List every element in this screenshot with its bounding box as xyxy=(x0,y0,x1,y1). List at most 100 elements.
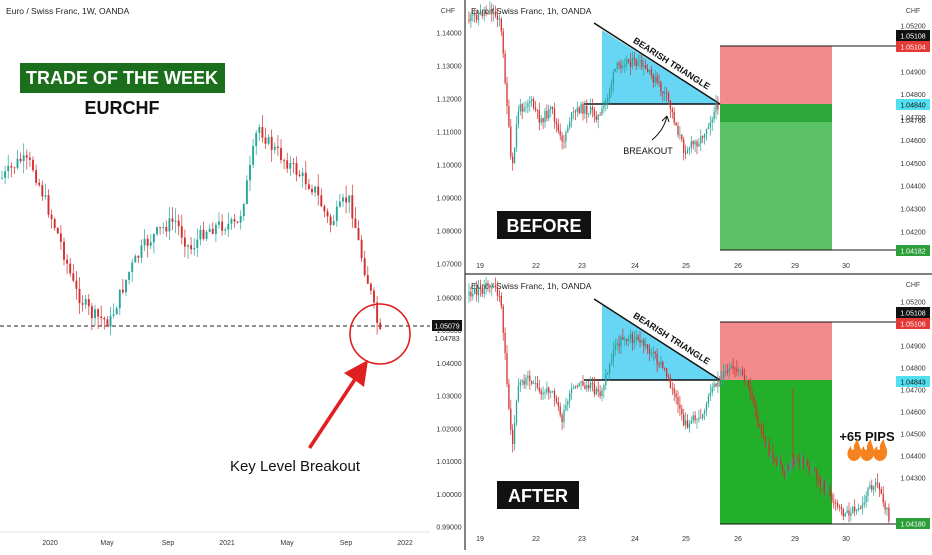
candle xyxy=(711,382,713,397)
candle xyxy=(487,280,489,292)
price-tick-label: 1.04400 xyxy=(900,454,925,461)
candle xyxy=(791,455,793,473)
candle xyxy=(559,402,561,418)
candle xyxy=(873,485,875,496)
candle xyxy=(679,395,681,416)
candle xyxy=(103,316,106,330)
candle xyxy=(538,379,540,394)
candle xyxy=(690,416,692,425)
candle xyxy=(686,146,689,155)
candle xyxy=(669,100,672,118)
candle xyxy=(563,135,565,149)
candle xyxy=(519,98,521,116)
candle xyxy=(555,395,558,405)
candle xyxy=(500,292,502,310)
candle xyxy=(757,410,759,427)
candle xyxy=(857,503,860,512)
candle xyxy=(140,239,143,263)
candle xyxy=(650,348,653,358)
candle xyxy=(87,294,90,315)
price-tick-label: 1.04200 xyxy=(900,230,925,237)
candle xyxy=(506,345,508,388)
candle xyxy=(360,235,363,262)
candle xyxy=(513,415,516,451)
candle xyxy=(255,130,258,156)
candle xyxy=(90,302,93,331)
candle xyxy=(354,206,357,229)
candle xyxy=(599,111,601,116)
candle xyxy=(19,152,22,164)
time-tick-label: 19 xyxy=(476,263,484,270)
price-tick-label: 1.04900 xyxy=(900,69,925,76)
before-stop-price-tag xyxy=(896,41,930,52)
candle xyxy=(690,136,692,154)
candle xyxy=(711,116,713,131)
price-tick-label: 1.08000 xyxy=(436,229,461,236)
candle xyxy=(323,204,326,218)
candle xyxy=(489,1,491,15)
candle xyxy=(227,212,230,237)
price-tick-label: 1.10000 xyxy=(436,163,461,170)
candle xyxy=(603,383,605,398)
before-stop-zone xyxy=(720,46,832,104)
candle xyxy=(728,363,730,379)
candle xyxy=(218,212,220,229)
before-badge xyxy=(497,211,591,239)
before-left-price-axis: 1.14000 1.13000 1.12000 1.11000 1.10000 1.090… xyxy=(436,31,461,269)
price-tick-label: 1.04600 xyxy=(900,410,925,417)
candle xyxy=(652,346,654,362)
candle xyxy=(884,499,886,515)
candle xyxy=(563,404,565,429)
candle xyxy=(519,379,521,393)
candle xyxy=(633,331,635,350)
candle xyxy=(75,270,78,300)
weekly-level-price-label xyxy=(432,320,462,331)
before-top-price-text: 1.05108 xyxy=(900,34,925,41)
price-tick-label: 1.05200 xyxy=(900,300,925,307)
candle xyxy=(570,382,573,400)
candle xyxy=(513,147,516,164)
candle xyxy=(523,374,525,389)
candle xyxy=(224,227,227,236)
candle xyxy=(671,106,673,119)
before-target-price-text: 1.04182 xyxy=(900,249,925,256)
candle xyxy=(1,170,3,180)
candle xyxy=(183,229,186,258)
after-entry-price-text: 1.04843 xyxy=(900,380,925,387)
candle xyxy=(125,279,127,296)
candle xyxy=(94,304,96,326)
candle xyxy=(859,505,862,510)
candle xyxy=(22,143,25,174)
candle xyxy=(601,387,603,402)
candle xyxy=(800,452,803,470)
candle xyxy=(591,98,594,118)
candle xyxy=(854,499,856,517)
candle xyxy=(698,410,700,423)
breakout-highlight-circle xyxy=(349,303,411,365)
fire-icons xyxy=(847,439,888,461)
candle xyxy=(550,390,552,399)
before-hourly-candles xyxy=(468,1,719,171)
candle xyxy=(713,106,715,124)
candle xyxy=(595,386,597,396)
time-tick-label: 2022 xyxy=(397,540,413,547)
candle xyxy=(696,139,698,155)
candle xyxy=(648,344,651,361)
candle xyxy=(608,87,611,106)
candle xyxy=(121,279,124,295)
before-entry-price-tag xyxy=(896,99,930,110)
candle xyxy=(821,475,824,487)
candle xyxy=(816,468,818,488)
candle xyxy=(658,361,660,369)
candle xyxy=(626,55,628,71)
price-tick-label: 1.06000 xyxy=(436,296,461,303)
candle xyxy=(715,382,717,388)
trade-of-the-week-text: TRADE OF THE WEEK xyxy=(26,68,218,88)
candle xyxy=(143,229,146,252)
candle xyxy=(658,74,660,88)
time-tick-label: 30 xyxy=(842,263,850,270)
candle xyxy=(686,414,689,429)
candle xyxy=(806,457,808,467)
candle xyxy=(78,277,81,315)
candle xyxy=(474,283,476,295)
